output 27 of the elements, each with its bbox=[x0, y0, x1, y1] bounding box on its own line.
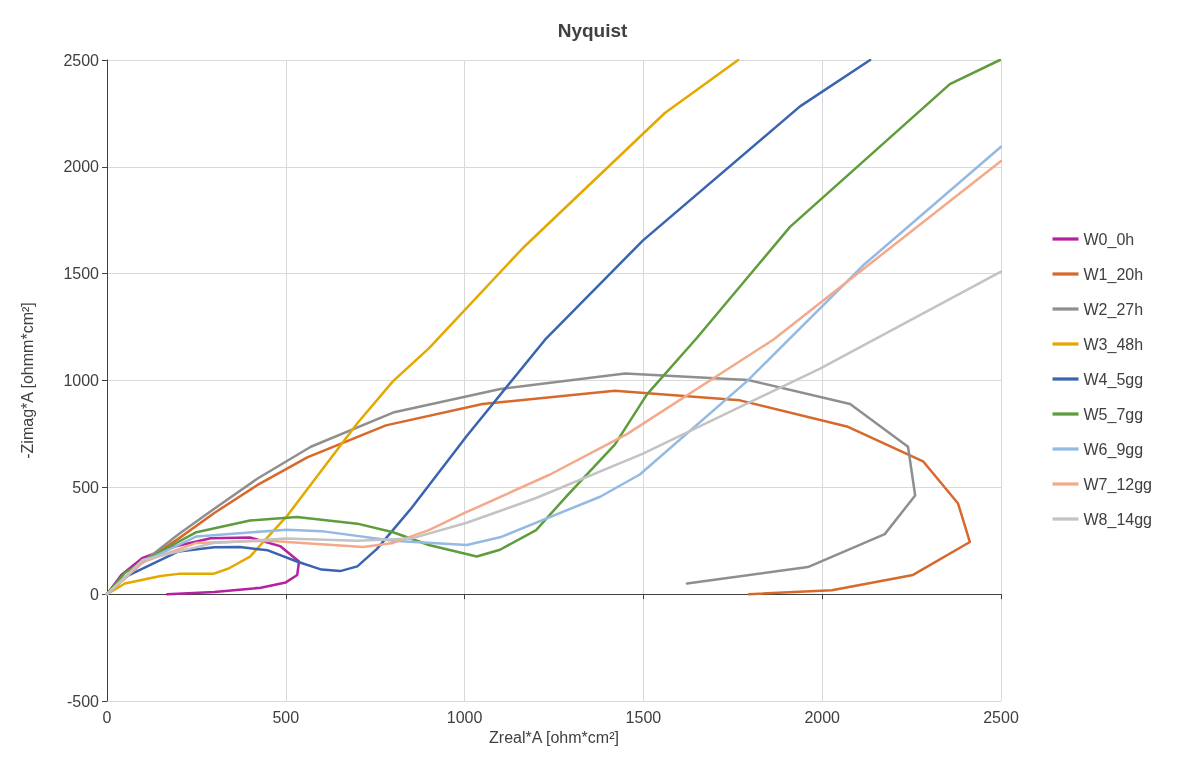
x-tick-label: 2500 bbox=[983, 708, 1019, 726]
x-tick-label: 500 bbox=[272, 708, 300, 726]
y-tick-label: 0 bbox=[90, 585, 100, 603]
y-tick-label: 2000 bbox=[63, 158, 100, 176]
x-tick-label: 1000 bbox=[446, 708, 483, 726]
legend-label: W4_5gg bbox=[1083, 370, 1144, 389]
y-tick-label: 500 bbox=[72, 478, 100, 496]
x-tick-label: 1500 bbox=[625, 708, 662, 726]
legend-label: W3_48h bbox=[1083, 335, 1144, 354]
legend-label: W2_27h bbox=[1083, 300, 1144, 319]
x-tick-label: 0 bbox=[102, 708, 112, 726]
x-axis-title: Zreal*A [ohm*cm²] bbox=[489, 728, 619, 746]
y-tick-label: -500 bbox=[66, 692, 100, 710]
line-series bbox=[105, 270, 1003, 596]
chart-title: Nyquist bbox=[557, 20, 628, 41]
legend-label: W6_9gg bbox=[1083, 440, 1144, 459]
legend-label: W0_0h bbox=[1083, 230, 1135, 249]
y-tick-label: 1000 bbox=[63, 372, 100, 389]
y-tick-label: 2500 bbox=[63, 51, 100, 69]
legend-label: W1_20h bbox=[1083, 265, 1144, 284]
legend-label: W8_14gg bbox=[1083, 510, 1153, 529]
legend-label: W5_7gg bbox=[1083, 405, 1144, 424]
line-series bbox=[105, 58, 740, 596]
legend-label: W7_12gg bbox=[1083, 475, 1153, 494]
y-axis-title: -Zimag*A [ohmm*cm²] bbox=[18, 302, 36, 459]
y-tick-label: 1500 bbox=[63, 265, 100, 283]
x-tick-label: 2000 bbox=[804, 708, 841, 726]
